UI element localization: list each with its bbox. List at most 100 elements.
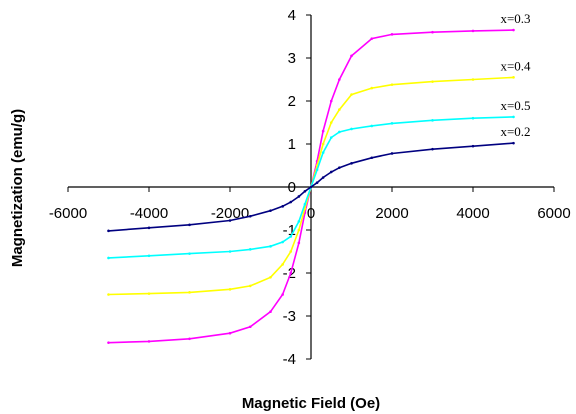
data-point-x-0-4 (248, 284, 252, 288)
data-point-x-0-2 (512, 141, 515, 145)
data-point-x-0-4 (338, 108, 341, 111)
data-point-x-0-2 (321, 176, 325, 179)
data-point-x-0-2 (281, 205, 284, 208)
data-point-x-0-5 (370, 124, 374, 128)
data-point-x-0-5 (248, 248, 252, 251)
data-point-x-0-5 (512, 115, 515, 119)
data-point-x-0-2 (315, 181, 319, 184)
y-tick-label: 2 (288, 93, 296, 110)
plot-area: -6000 -4000 -2000 0 2000 4000 6000-4-3-2-10123… (49, 7, 571, 368)
y-tick-label: 0 (288, 179, 296, 196)
y-tick-label: 4 (288, 7, 296, 24)
y-tick-label: -3 (283, 308, 296, 325)
series-label-x-0-4: x=0.4 (500, 58, 531, 73)
data-point-x-0-2 (431, 147, 434, 151)
x-axis-title: Magnetic Field (Oe) (242, 395, 380, 412)
data-point-x-0-4 (147, 292, 151, 295)
x-tick-label: 6000 (537, 205, 570, 222)
data-point-x-0-3 (350, 54, 353, 58)
data-point-x-0-5 (147, 254, 151, 258)
data-point-x-0-3 (329, 99, 333, 103)
x-tick-label: 0 (307, 205, 315, 222)
data-point-x-0-2 (350, 162, 353, 165)
data-point-x-0-5 (188, 252, 191, 255)
data-point-x-0-4 (289, 250, 293, 253)
data-point-x-0-2 (390, 152, 394, 155)
data-point-x-0-3 (289, 271, 293, 275)
data-point-x-0-2 (228, 219, 232, 222)
data-point-x-0-2 (370, 156, 374, 160)
data-point-x-0-5 (471, 116, 475, 120)
y-tick-label: 3 (288, 50, 296, 67)
data-point-x-0-5 (315, 168, 319, 172)
data-point-x-0-2 (269, 209, 272, 212)
data-point-x-0-3 (248, 325, 252, 329)
data-point-x-0-3 (338, 78, 341, 81)
data-point-x-0-4 (228, 288, 232, 291)
data-point-x-0-2 (188, 223, 191, 227)
data-point-x-0-2 (338, 166, 341, 169)
data-point-x-0-4 (107, 293, 110, 296)
data-point-x-0-5 (269, 245, 272, 248)
data-point-x-0-3 (188, 337, 191, 341)
data-point-x-0-2 (329, 170, 333, 174)
data-point-x-0-5 (321, 151, 325, 154)
data-point-x-0-3 (107, 341, 110, 344)
x-tick-label: 4000 (456, 205, 489, 222)
data-point-x-0-4 (321, 142, 325, 146)
data-point-x-0-5 (281, 240, 284, 244)
data-point-x-0-4 (329, 121, 333, 124)
data-point-x-0-4 (390, 83, 394, 86)
y-axis-title: Magnetization (emu/g) (9, 109, 26, 267)
data-point-x-0-2 (248, 214, 252, 218)
data-point-x-0-3 (269, 310, 272, 314)
data-point-x-0-3 (321, 129, 325, 133)
data-point-x-0-4 (281, 263, 284, 266)
series-label-x-0-5: x=0.5 (500, 98, 530, 113)
data-point-x-0-3 (431, 30, 434, 34)
data-point-x-0-3 (281, 293, 284, 296)
y-tick-label: -2 (283, 265, 296, 282)
data-point-x-0-4 (188, 291, 191, 294)
data-point-x-0-3 (512, 28, 515, 32)
data-point-x-0-5 (390, 122, 394, 125)
series-label-x-0-2: x=0.2 (500, 124, 530, 139)
data-point-x-0-5 (329, 136, 333, 139)
data-point-x-0-3 (471, 29, 475, 33)
y-tick-label: 1 (288, 136, 296, 153)
data-point-x-0-4 (370, 86, 374, 90)
data-point-x-0-3 (228, 331, 232, 335)
data-point-x-0-5 (289, 235, 293, 238)
data-point-x-0-4 (512, 76, 515, 79)
data-point-x-0-5 (107, 256, 110, 260)
data-point-x-0-2 (289, 200, 293, 204)
data-point-x-0-2 (107, 229, 110, 233)
data-point-x-0-2 (303, 190, 307, 193)
data-point-x-0-2 (297, 195, 301, 198)
x-tick-label: -4000 (130, 205, 168, 222)
data-point-x-0-5 (297, 220, 301, 223)
data-point-x-0-4 (297, 228, 301, 232)
data-point-x-0-3 (390, 33, 394, 36)
series-label-x-0-3: x=0.3 (500, 11, 530, 26)
data-point-x-0-5 (431, 119, 434, 122)
data-point-x-0-4 (431, 80, 434, 83)
data-point-x-0-3 (147, 340, 151, 343)
data-point-x-0-5 (228, 250, 232, 253)
x-tick-label: 2000 (375, 205, 408, 222)
data-point-x-0-4 (471, 78, 475, 81)
data-point-x-0-2 (471, 144, 475, 148)
y-tick-label: -4 (283, 351, 296, 368)
x-tick-label: -6000 (49, 205, 87, 222)
data-point-x-0-4 (350, 93, 353, 96)
data-point-x-0-3 (370, 37, 374, 40)
data-point-x-0-4 (269, 276, 272, 279)
data-point-x-0-2 (147, 226, 151, 230)
y-tick-label: -1 (283, 222, 296, 239)
data-point-x-0-2 (309, 185, 313, 189)
data-point-x-0-5 (350, 127, 353, 131)
data-point-x-0-5 (338, 130, 341, 134)
data-point-x-0-5 (303, 202, 307, 206)
data-point-x-0-3 (297, 241, 301, 245)
